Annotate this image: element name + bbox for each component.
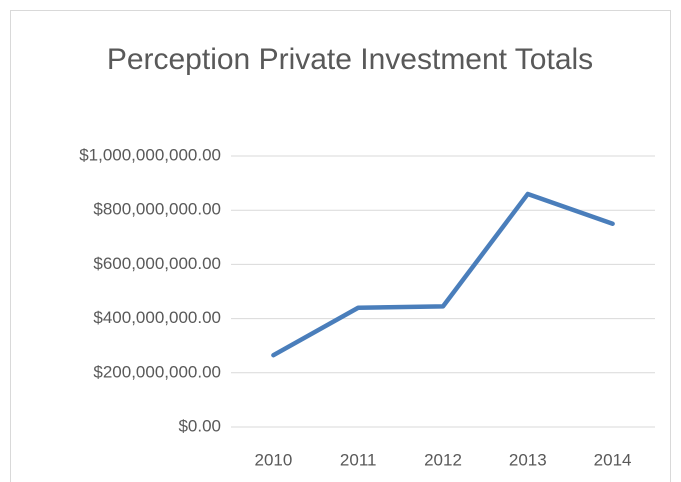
series-line	[271, 191, 615, 358]
chart-frame	[10, 10, 671, 482]
y-tick-label: $0.00	[178, 416, 221, 435]
y-tick-label: $200,000,000.00	[93, 362, 221, 381]
x-tick-label: 2010	[254, 450, 292, 469]
x-tick-label: 2013	[509, 450, 547, 469]
x-tick-label: 2014	[594, 450, 632, 469]
y-tick-label: $1,000,000,000.00	[79, 145, 221, 164]
y-tick-label: $800,000,000.00	[93, 200, 221, 219]
y-tick-label: $600,000,000.00	[93, 254, 221, 273]
x-tick-label: 2011	[340, 450, 377, 469]
chart-title: Perception Private Investment Totals	[106, 43, 594, 76]
x-tick-label: 2012	[424, 450, 462, 469]
y-tick-label: $400,000,000.00	[93, 308, 221, 327]
